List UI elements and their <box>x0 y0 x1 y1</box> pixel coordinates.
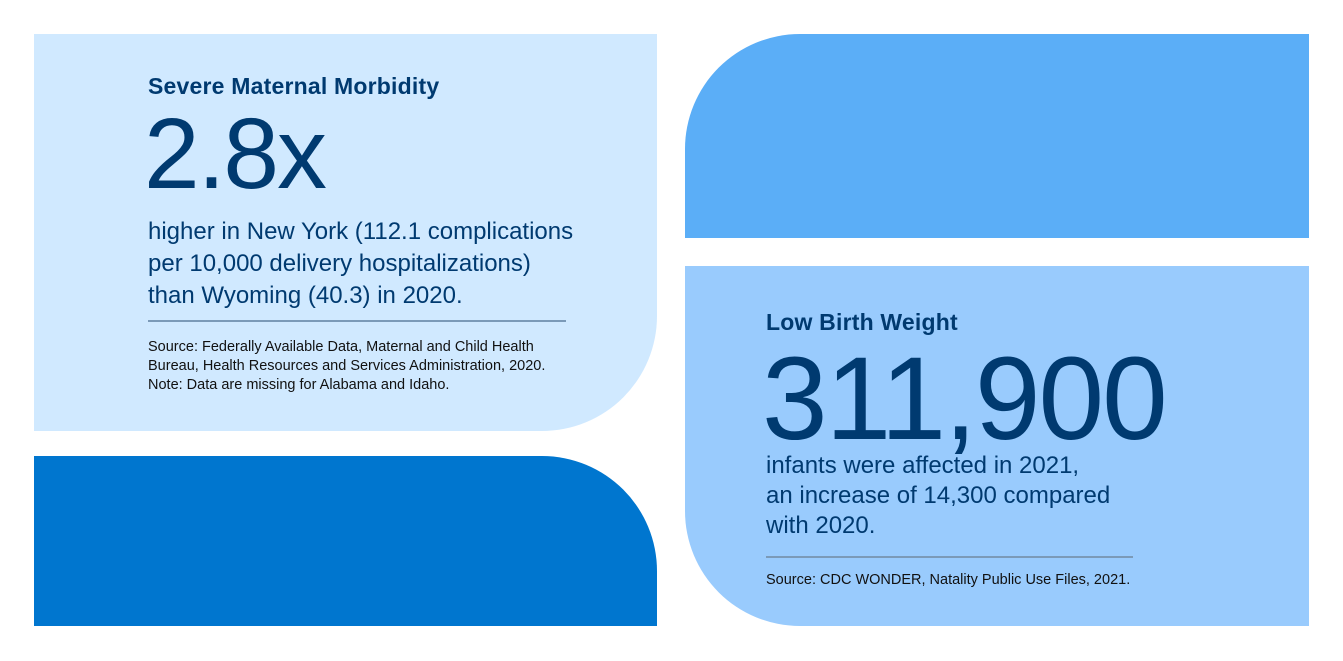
smm-source-line: Bureau, Health Resources and Services Ad… <box>148 358 546 374</box>
lbw-stat: 311,900 <box>762 333 1168 465</box>
smm-source-line: Source: Federally Available Data, Matern… <box>148 339 534 355</box>
smm-description-line: than Wyoming (40.3) in 2020. <box>148 282 463 309</box>
smm-divider <box>148 320 566 322</box>
smm-description-line: higher in New York (112.1 complications <box>148 218 574 245</box>
smm-source-line: Note: Data are missing for Alabama and I… <box>148 377 450 393</box>
lbw-divider <box>766 556 1133 558</box>
smm-source: Source: Federally Available Data, Matern… <box>148 338 545 395</box>
smm-description-line: per 10,000 delivery hospitalizations) <box>148 250 531 277</box>
lbw-description-line: an increase of 14,300 compared <box>766 482 1111 509</box>
decorative-dark-blue-panel <box>34 456 657 626</box>
low-birth-weight-card <box>685 266 1309 626</box>
lbw-title: Low Birth Weight <box>766 309 958 335</box>
lbw-source: Source: CDC WONDER, Natality Public Use … <box>766 571 1130 590</box>
lbw-source-line: Source: CDC WONDER, Natality Public Use … <box>766 572 1131 588</box>
lbw-description-line: with 2020. <box>766 512 876 539</box>
lbw-description: infants were affected in 2021, an increa… <box>766 451 1110 541</box>
smm-title: Severe Maternal Morbidity <box>148 73 440 99</box>
severe-maternal-morbidity-card <box>34 34 657 431</box>
smm-stat: 2.8x <box>144 98 327 210</box>
lbw-description-line: infants were affected in 2021, <box>766 452 1080 479</box>
decorative-blue-panel <box>685 34 1309 238</box>
smm-description: higher in New York (112.1 complications … <box>148 216 573 312</box>
